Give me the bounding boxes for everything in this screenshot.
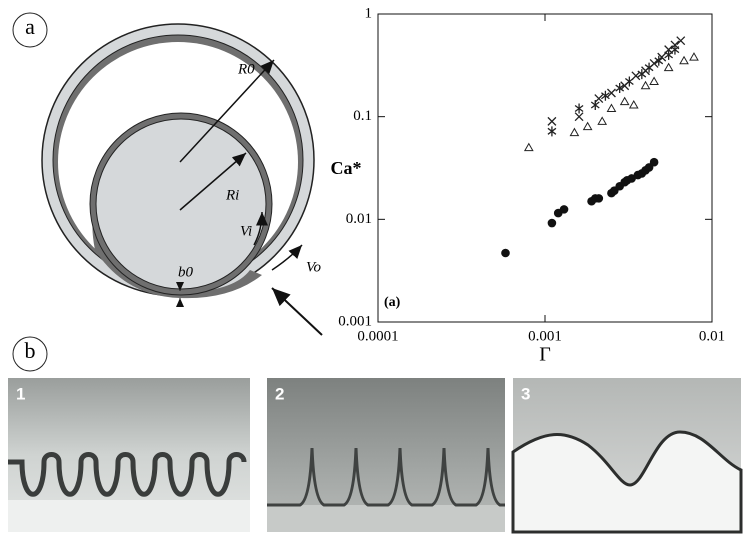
y-tick-label: 0.1 [353, 108, 372, 124]
couette-diagram [41, 23, 323, 336]
panel-label: a [25, 14, 35, 39]
data-point [574, 103, 584, 114]
data-point [649, 76, 659, 86]
data-point [640, 80, 651, 90]
data-point [689, 52, 699, 61]
data-point [624, 76, 634, 87]
data-point [547, 126, 557, 137]
photo [267, 378, 505, 532]
data-point [574, 112, 584, 122]
y-tick-label: 0.01 [346, 211, 372, 227]
data-point [594, 94, 604, 104]
data-point [523, 142, 534, 152]
photo [8, 378, 250, 532]
photo-label: 3 [521, 384, 530, 403]
diagram-label: R0 [237, 61, 255, 77]
data-point [597, 116, 608, 125]
data-point [644, 62, 654, 73]
data-point [547, 116, 557, 126]
x-tick-label: 0.0001 [357, 328, 398, 344]
photo [511, 378, 743, 534]
x-axis-label: Γ [539, 344, 551, 366]
data-point [619, 96, 630, 106]
diagram-label: b0 [178, 264, 194, 280]
panel-label: b [25, 338, 36, 363]
x-tick-label: 0.01 [699, 328, 725, 344]
annotation: (a) [384, 295, 401, 310]
data-point [663, 62, 674, 72]
data-point [637, 69, 647, 80]
data-point [547, 218, 557, 228]
diagram-label: Ri [225, 187, 239, 203]
data-point [670, 44, 680, 55]
data-point [582, 121, 593, 131]
data-point [654, 55, 664, 66]
x-tick-label: 0.001 [528, 328, 562, 344]
diagram-label: Vo [306, 259, 322, 275]
photo-label: 1 [16, 384, 25, 403]
data-point [601, 90, 610, 101]
data-point [628, 99, 639, 109]
data-point [627, 174, 636, 183]
data-point [590, 99, 600, 110]
y-axis-label: Ca* [331, 158, 362, 178]
panel-badge [12, 336, 48, 372]
data-point [569, 127, 580, 137]
y-tick-label: 0.001 [338, 313, 372, 329]
data-point [559, 205, 569, 214]
data-point [649, 157, 659, 167]
plot-frame [377, 13, 713, 323]
data-point [606, 88, 616, 98]
data-point [501, 248, 510, 258]
data-point [615, 83, 625, 94]
diagram-label: Vi [240, 223, 252, 239]
data-point [679, 55, 689, 65]
data-point [606, 103, 617, 113]
data-point [594, 194, 604, 203]
panel-badge [12, 12, 48, 48]
data-point [676, 36, 686, 46]
photo-label: 2 [275, 384, 284, 403]
y-tick-label: 1 [365, 5, 373, 21]
data-point [664, 49, 674, 60]
